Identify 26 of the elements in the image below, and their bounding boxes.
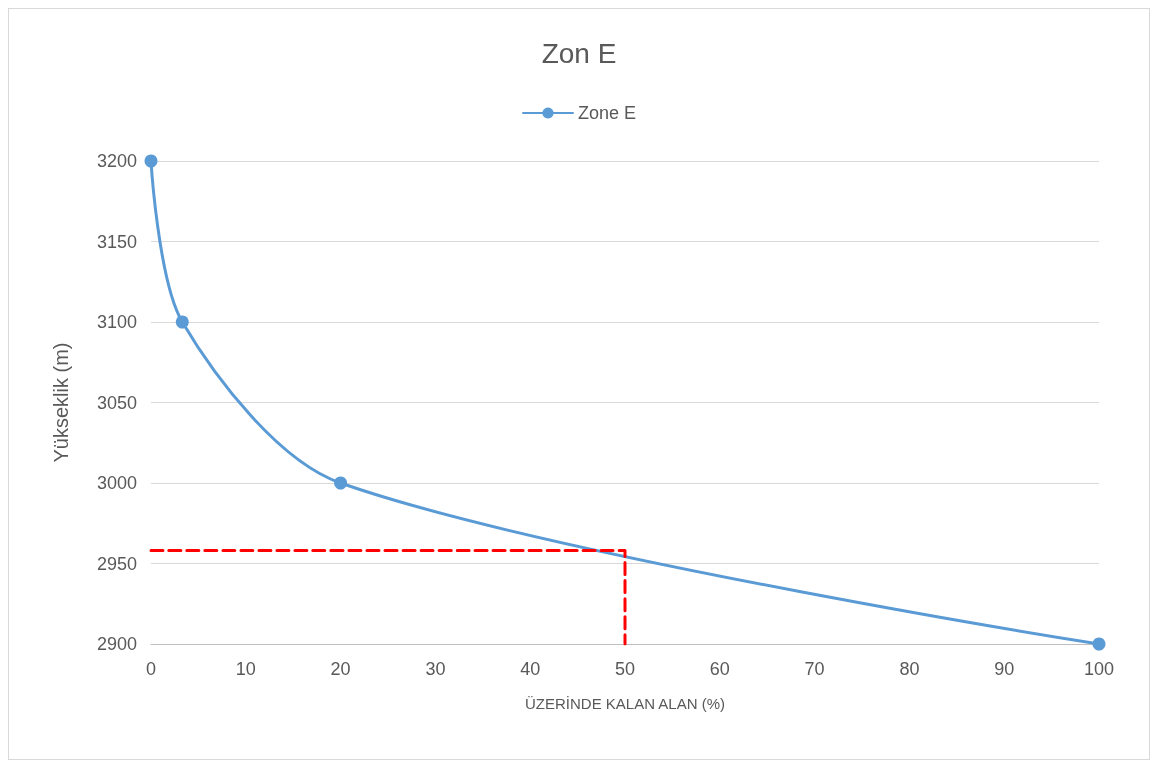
x-tick-label: 100: [1083, 659, 1115, 679]
point: [1092, 637, 1106, 651]
x-tick-label: 20: [330, 659, 351, 679]
y-tick-label: 3100: [96, 312, 137, 332]
x-tick-label: 60: [709, 659, 730, 679]
y-tick-label: 3000: [96, 473, 137, 493]
x-tick-label: 90: [994, 659, 1015, 679]
legend-label: Zone E: [577, 103, 637, 123]
x-tick-label: 50: [614, 659, 636, 679]
x-tick-label: 40: [520, 659, 541, 679]
y-tick-label: 3200: [96, 151, 137, 171]
y-tick-label: 2950: [96, 553, 137, 574]
x-axis-title: ÜZERİNDE KALAN ALAN (%): [524, 695, 726, 712]
x-tick-label: 80: [899, 659, 920, 679]
y-tick-label: 3050: [96, 392, 137, 413]
x-tick-label: 10: [235, 659, 256, 679]
point: [334, 476, 348, 490]
y-tick-label: 2900: [96, 634, 137, 654]
point: [175, 315, 189, 329]
y-axis-title: Yükseklik (m): [50, 342, 72, 463]
x-tick-label: 30: [425, 659, 446, 679]
y-tick-label: 3150: [96, 231, 137, 252]
chart-title: Zon E: [541, 37, 617, 69]
x-tick-label: 0: [145, 659, 157, 679]
point: [144, 154, 158, 168]
x-tick-label: 70: [804, 659, 825, 679]
